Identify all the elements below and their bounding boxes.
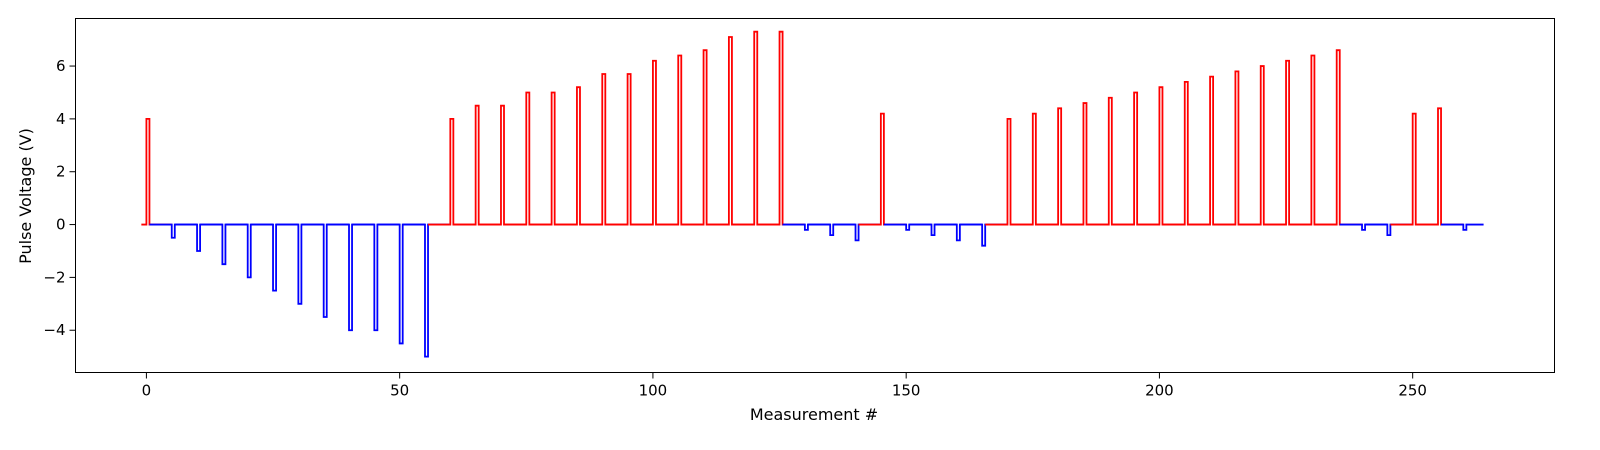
y-axis-label: Pulse Voltage (V) xyxy=(16,128,35,264)
pulse-segment xyxy=(807,223,856,237)
pulse-segment xyxy=(1111,91,1160,226)
pulse-segment xyxy=(706,36,755,226)
pulse-segment xyxy=(554,86,603,226)
pulse-segment xyxy=(579,73,628,226)
y-tick-label: −2 xyxy=(43,268,65,286)
x-axis-label: Measurement # xyxy=(750,405,878,424)
pulse-segment xyxy=(1187,75,1236,226)
pulse-segment xyxy=(1441,223,1484,231)
pulse-segment xyxy=(1061,102,1109,226)
pulse-segment xyxy=(478,104,527,226)
y-tick-label: 6 xyxy=(56,57,66,75)
x-tick-label: 50 xyxy=(390,382,409,400)
pulse-segment xyxy=(326,223,375,332)
pulse-segment xyxy=(858,112,907,226)
pulse-segment xyxy=(1390,112,1438,226)
pulse-segment xyxy=(1289,54,1337,226)
pulse-segment xyxy=(428,117,476,226)
pulse-segment xyxy=(909,223,957,237)
pulse-segment xyxy=(757,30,805,226)
y-tick-label: 0 xyxy=(56,216,66,234)
pulse-segment xyxy=(1162,81,1211,226)
pulse-segment xyxy=(833,223,881,242)
pulse-segment xyxy=(1137,86,1185,226)
pulse-segment xyxy=(402,223,451,358)
pulse-segment xyxy=(1365,223,1413,237)
pulse-segment xyxy=(1238,65,1287,226)
pulse-segment xyxy=(681,49,729,226)
pulse-segment xyxy=(377,223,425,345)
plot-marks xyxy=(141,30,1484,358)
y-tick-label: 2 xyxy=(56,163,66,181)
pulse-segment xyxy=(174,223,223,252)
pulse-segment xyxy=(1213,70,1261,226)
pulse-segment xyxy=(934,223,983,242)
x-axis-ticks: 0 50 100 150 200 250 xyxy=(142,372,1427,400)
pulse-segment xyxy=(352,223,400,332)
pulse-segment xyxy=(1035,107,1084,226)
pulse-segment xyxy=(141,117,172,226)
y-tick-label: 4 xyxy=(56,110,66,128)
pulse-segment xyxy=(731,30,780,226)
x-tick-label: 150 xyxy=(892,382,921,400)
y-tick-label: −4 xyxy=(43,321,65,339)
x-tick-label: 250 xyxy=(1398,382,1427,400)
pulse-segment xyxy=(1415,107,1464,226)
pulse-segment xyxy=(301,223,350,318)
pulse-segment xyxy=(630,59,679,226)
pulse-segment xyxy=(1314,49,1363,226)
pulse-segment xyxy=(504,91,552,226)
x-tick-label: 0 xyxy=(142,382,152,400)
pulse-segment xyxy=(453,104,501,226)
pulse-segment xyxy=(1086,96,1135,226)
pulse-segment xyxy=(276,223,324,305)
y-axis-ticks: −4 −2 0 2 4 6 xyxy=(43,57,76,339)
plot-frame xyxy=(75,18,1555,373)
pulse-segment xyxy=(655,54,704,226)
pulse-segment xyxy=(225,223,274,279)
pulse-segment xyxy=(985,117,1033,226)
pulse-segment xyxy=(1010,112,1059,226)
x-tick-label: 100 xyxy=(639,382,668,400)
pulse-segment xyxy=(1263,59,1312,226)
pulse-segment xyxy=(959,223,1008,247)
pulse-segment xyxy=(200,223,248,266)
pulse-segment xyxy=(605,73,653,226)
pulse-segment xyxy=(149,223,198,239)
pulse-segment xyxy=(529,91,577,226)
pulse-segment xyxy=(250,223,299,292)
x-tick-label: 200 xyxy=(1145,382,1174,400)
